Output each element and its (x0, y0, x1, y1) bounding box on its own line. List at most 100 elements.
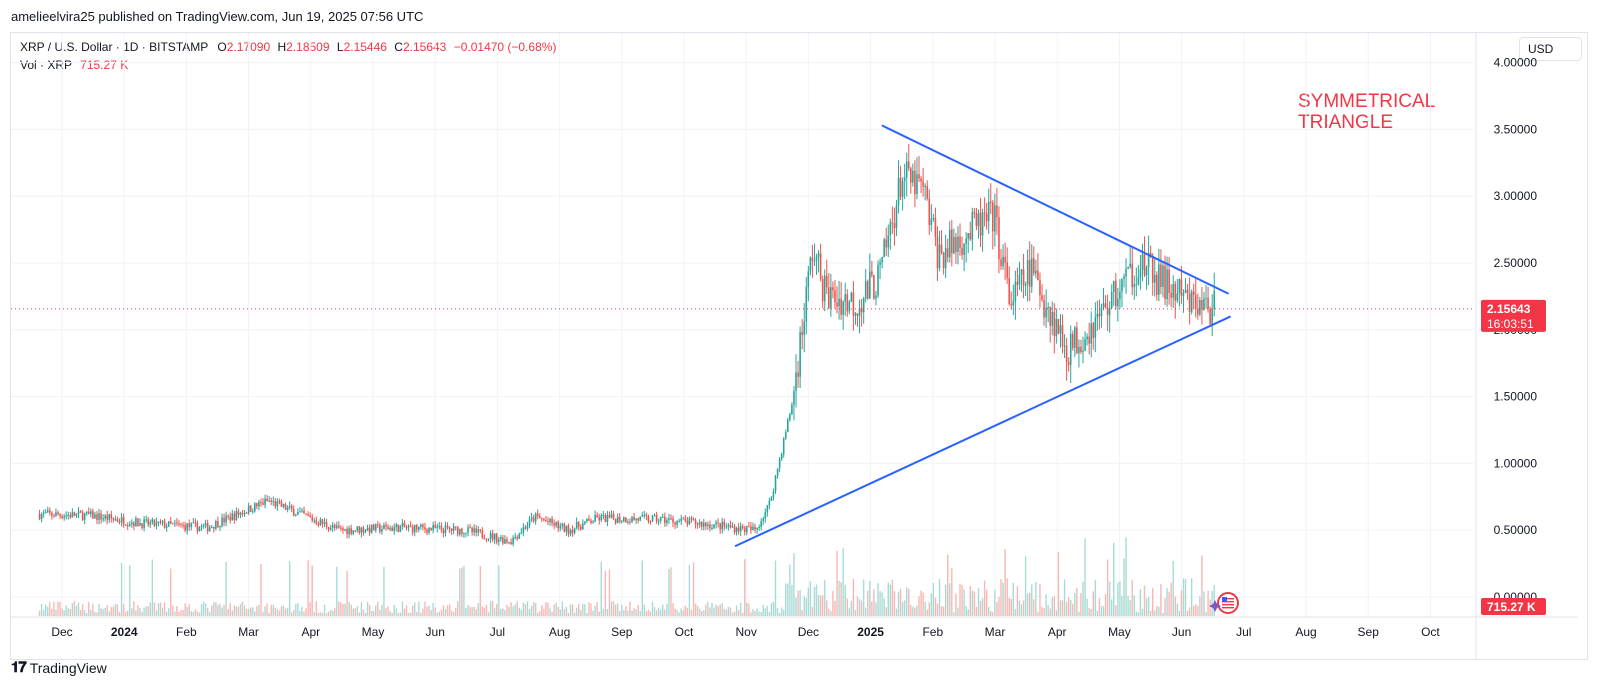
candle-body (992, 202, 994, 232)
volume-bar (489, 601, 492, 616)
price-axis[interactable]: 0.000000.500001.000001.500002.000002.500… (1475, 33, 1538, 659)
volume-bar (215, 602, 217, 616)
candle-body (1098, 313, 1101, 317)
volume-bar (1201, 555, 1203, 616)
candle-body (313, 520, 316, 522)
volume-bar (705, 604, 707, 616)
candle-body (73, 512, 76, 516)
currency-button[interactable]: USD (1519, 37, 1582, 61)
candle-body (1137, 277, 1140, 285)
volume-bar (92, 603, 94, 616)
volume-bar (1055, 610, 1058, 616)
volume-bar (625, 606, 627, 616)
candle-body (196, 522, 199, 532)
volume-bar (192, 612, 195, 616)
trendlines[interactable] (734, 124, 1232, 548)
volume-bar (926, 609, 928, 616)
volume-bar (805, 598, 807, 616)
price-badge-value: 2.15643 (1487, 302, 1531, 316)
candle-body (96, 514, 98, 520)
candle-body (98, 513, 100, 520)
volume-bar (182, 610, 184, 616)
volume-bar (254, 611, 256, 616)
candle-body (508, 542, 510, 544)
candle-body (567, 525, 570, 535)
volume-bar (580, 609, 582, 616)
candle-body (916, 174, 918, 195)
volume-bar (424, 601, 426, 616)
candle-body (342, 528, 344, 531)
volume-bar (1188, 607, 1191, 616)
candle-body (438, 525, 441, 527)
candle-body (198, 527, 201, 532)
volume-bar (409, 612, 412, 616)
time-axis[interactable]: Dec 2024 Feb Mar Apr May Jun Jul Aug Sep Oct Nov Dec… (11, 616, 1578, 639)
candle-body (1121, 278, 1123, 292)
volume-bar (387, 606, 389, 616)
candle-body (116, 519, 119, 522)
volume-bar (239, 603, 242, 616)
candle-body (411, 526, 414, 533)
volume-bar (832, 590, 834, 616)
volume-bar (418, 601, 420, 616)
volume-bar (793, 553, 795, 616)
candle-body (756, 528, 758, 530)
footer-logo[interactable]: 𝟏𝟕 TradingView (11, 659, 107, 676)
volume-bar (856, 596, 859, 616)
candle-body (774, 475, 777, 492)
candle-body (1106, 307, 1109, 315)
volume-bar (819, 595, 822, 616)
volume-bar (178, 611, 180, 616)
candle-body (801, 331, 803, 336)
candle-body (969, 233, 972, 240)
candle-body (1153, 274, 1156, 283)
candle-body (838, 298, 840, 307)
volume-bar (200, 604, 203, 616)
volume-bar (280, 606, 283, 616)
volume-bar (71, 603, 74, 616)
volume-bar (67, 608, 69, 616)
candle-body (871, 271, 873, 276)
volume-bar (690, 610, 693, 616)
volume-bar (291, 612, 293, 616)
volume-bar (1047, 604, 1049, 616)
candle-body (946, 248, 949, 258)
candle-body (891, 222, 894, 224)
volume-bar (914, 607, 916, 616)
symbol-name[interactable]: XRP / U.S. Dollar · 1D · BITSTAMP (20, 40, 209, 54)
volume-bar (133, 601, 135, 616)
time-tick-label: Jul (490, 625, 505, 639)
candle-body (1035, 270, 1037, 274)
candle-body (741, 526, 744, 528)
candle-body (428, 527, 430, 533)
volume-label[interactable]: Vol · XRP (20, 58, 72, 72)
volume-bar (1018, 600, 1021, 616)
candle-body (491, 533, 494, 540)
candle-body (850, 292, 853, 302)
candle-body (1071, 333, 1074, 348)
candle-body (186, 523, 188, 531)
volume-bar (897, 591, 900, 616)
volume-bar (817, 594, 820, 616)
volume-bar (1180, 590, 1183, 616)
volume-bar (641, 560, 643, 616)
volume-bar (643, 604, 646, 616)
volume-bar (871, 601, 873, 616)
volume-bar (356, 606, 359, 616)
us-flag-event-icon[interactable] (1209, 592, 1239, 614)
candle-body (979, 212, 982, 236)
volume-bar (766, 605, 769, 616)
volume-bar (102, 608, 104, 616)
candle-body (374, 524, 377, 531)
candle-body (1112, 280, 1115, 293)
candle-body (243, 512, 246, 515)
candle-body (397, 524, 400, 533)
price-tick-label: 3.50000 (1494, 122, 1538, 136)
candle-body (352, 530, 355, 534)
volume-bar (1205, 612, 1207, 616)
volume-bar (588, 602, 590, 616)
volume-bar (660, 609, 662, 616)
volume-bar (922, 592, 924, 616)
volume-bar (463, 566, 465, 616)
